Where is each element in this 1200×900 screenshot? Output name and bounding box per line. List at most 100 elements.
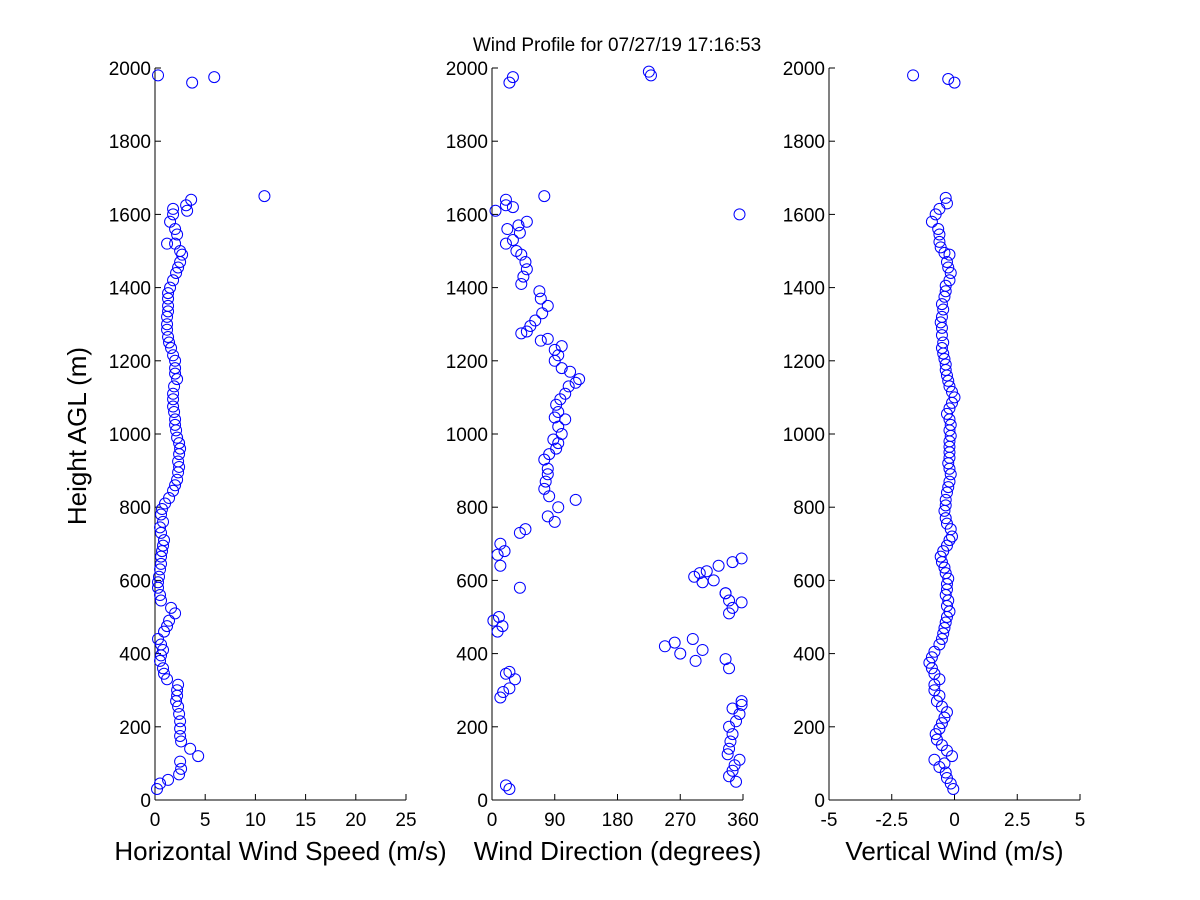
- y-axis-label: Height AGL (m): [62, 347, 92, 525]
- y-tick-label: 2000: [783, 59, 825, 80]
- data-point: [942, 481, 955, 494]
- y-tick-label: 600: [793, 571, 825, 592]
- data-point: [548, 515, 561, 528]
- data-point: [933, 638, 946, 651]
- x-axis-label-speed: Horizontal Wind Speed (m/s): [114, 836, 446, 866]
- data-point: [559, 387, 572, 400]
- data-point: [723, 607, 736, 620]
- y-tick-label: 200: [793, 718, 825, 739]
- data-point: [520, 263, 533, 276]
- data-point: [538, 482, 551, 495]
- x-tick-label: 360: [727, 810, 759, 831]
- data-point: [907, 69, 920, 82]
- data-point: [930, 733, 943, 746]
- data-point: [933, 235, 946, 248]
- data-point: [937, 303, 950, 316]
- panel-speed: 0 200 400 600 800 1000 1200 1400 1600 1800 2000 0 5 1…: [109, 59, 447, 866]
- data-point: [693, 567, 706, 580]
- data-point: [181, 204, 194, 217]
- x-tick-label: 270: [664, 810, 696, 831]
- data-point: [723, 594, 736, 607]
- data-point: [942, 261, 955, 274]
- data-point: [163, 492, 176, 505]
- data-point: [167, 274, 180, 287]
- y-tick-label: 1200: [446, 352, 488, 373]
- data-point: [733, 208, 746, 221]
- data-point: [538, 190, 551, 203]
- data-point: [520, 215, 533, 228]
- data-point: [494, 559, 507, 572]
- y-tick-label: 1400: [446, 279, 488, 300]
- y-tick-label: 2000: [446, 59, 488, 80]
- y-tick-label: 200: [456, 718, 488, 739]
- x-tick-label: 10: [245, 810, 266, 831]
- x-tick-label: 0: [150, 810, 161, 831]
- data-point: [733, 753, 746, 766]
- data-point: [499, 199, 512, 212]
- data-point: [171, 473, 184, 486]
- data-point: [154, 654, 167, 667]
- data-point: [494, 691, 507, 704]
- panel-vertical: 0 200 400 600 800 1000 1200 1400 1600 1800 2000 -5 -…: [783, 59, 1086, 866]
- data-point: [499, 779, 512, 792]
- data-point: [506, 234, 519, 247]
- data-point: [169, 354, 182, 367]
- data-point: [164, 281, 177, 294]
- data-point: [487, 614, 500, 627]
- data-point: [491, 548, 504, 561]
- data-point: [173, 437, 186, 450]
- data-point: [939, 191, 952, 204]
- data-point: [937, 336, 950, 349]
- data-point: [935, 329, 948, 342]
- data-point: [948, 76, 961, 89]
- data-point: [154, 521, 167, 534]
- data-point: [173, 768, 186, 781]
- data-point: [724, 735, 737, 748]
- data-point: [937, 627, 950, 640]
- data-point: [700, 565, 713, 578]
- data-point: [935, 298, 948, 311]
- data-point: [503, 783, 516, 796]
- data-point: [168, 380, 181, 393]
- y-tick-label: 0: [140, 791, 151, 812]
- data-point: [158, 534, 171, 547]
- x-tick-label: 25: [395, 810, 416, 831]
- data-point: [167, 349, 180, 362]
- x-tick-label: -2.5: [875, 810, 908, 831]
- data-point: [721, 748, 734, 761]
- y-tick-label: 1600: [783, 205, 825, 226]
- data-point: [939, 616, 952, 629]
- y-tick-label: 600: [119, 571, 151, 592]
- data-point: [943, 248, 956, 261]
- data-point: [938, 621, 951, 634]
- data-point: [174, 729, 187, 742]
- data-point: [944, 266, 957, 279]
- data-point: [510, 245, 523, 257]
- data-point: [158, 667, 171, 680]
- data-point: [726, 764, 739, 777]
- data-point: [942, 572, 955, 585]
- data-point: [519, 255, 532, 268]
- data-point: [939, 493, 952, 506]
- data-point: [169, 479, 182, 492]
- data-point: [171, 228, 184, 241]
- data-point: [170, 266, 183, 279]
- data-point: [943, 402, 956, 415]
- y-tick-label: 1000: [446, 425, 488, 446]
- data-point: [175, 735, 188, 748]
- data-point: [161, 673, 174, 686]
- data-point: [940, 486, 953, 499]
- y-tick-label: 1800: [446, 132, 488, 153]
- data-point: [161, 620, 174, 633]
- data-point: [157, 539, 170, 552]
- data-point: [171, 431, 184, 444]
- data-point: [503, 682, 516, 695]
- data-point: [174, 755, 187, 768]
- data-point: [499, 237, 512, 250]
- data-point: [152, 576, 165, 589]
- data-point: [940, 539, 953, 552]
- data-point: [161, 323, 174, 336]
- y-tick-label: 800: [119, 498, 151, 519]
